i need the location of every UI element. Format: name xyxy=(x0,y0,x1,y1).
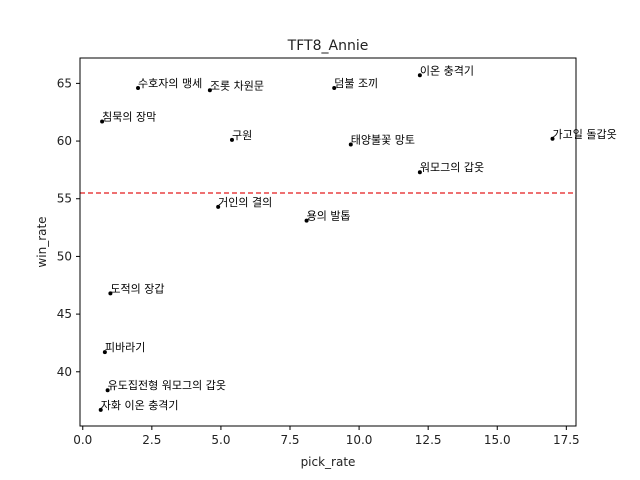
data-point xyxy=(417,73,422,78)
y-axis: 40 45 50 55 60 65 xyxy=(57,76,80,379)
data-point xyxy=(216,204,221,209)
y-tick-label: 60 xyxy=(57,134,72,148)
data-point-label: 구원 xyxy=(232,129,252,142)
data-point xyxy=(98,407,103,412)
data-point-label: 피바라기 xyxy=(105,341,145,354)
data-point-label: 덤불 조끼 xyxy=(334,77,378,90)
data-point xyxy=(550,136,555,141)
data-point xyxy=(229,137,234,142)
plot-frame xyxy=(79,57,577,427)
data-point xyxy=(417,170,422,175)
data-point-label: 조롯 차원문 xyxy=(210,79,264,92)
x-tick-label: 17.5 xyxy=(553,433,580,447)
data-point-label: 거인의 결의 xyxy=(218,196,272,209)
y-tick-label: 50 xyxy=(57,249,72,263)
y-tick-label: 45 xyxy=(57,307,72,321)
y-tick-label: 55 xyxy=(57,192,72,206)
x-tick-label: 12.5 xyxy=(415,433,442,447)
data-point-label: 유도집전형 워모그의 갑옷 xyxy=(108,379,226,392)
data-point xyxy=(332,85,337,90)
data-point xyxy=(348,142,353,147)
data-point xyxy=(136,85,141,90)
x-tick-label: 5.0 xyxy=(211,433,230,447)
data-point-label: 워모그의 갑옷 xyxy=(420,161,484,174)
y-tick-label: 40 xyxy=(57,365,72,379)
data-point xyxy=(304,218,309,223)
data-point-label: 수호자의 맹세 xyxy=(138,77,202,90)
x-axis: 0.0 2.5 5.0 7.5 10.0 12.5 15.0 17.5 xyxy=(73,426,580,447)
chart-title: TFT8_Annie xyxy=(287,38,369,54)
data-point-label: 태양불꽃 망토 xyxy=(351,134,415,147)
data-point-label: 침묵의 장막 xyxy=(102,110,156,123)
x-tick-label: 0.0 xyxy=(73,433,92,447)
x-tick-label: 10.0 xyxy=(346,433,373,447)
data-point-label: 이온 충격기 xyxy=(420,64,474,77)
data-point xyxy=(105,388,110,393)
data-point xyxy=(108,291,113,296)
x-tick-label: 7.5 xyxy=(280,433,299,447)
data-point xyxy=(207,88,212,93)
y-tick-label: 65 xyxy=(57,76,72,90)
data-point-label: 가고일 돌갑옷 xyxy=(553,127,617,141)
x-axis-label: pick_rate xyxy=(301,455,356,469)
x-tick-label: 2.5 xyxy=(142,433,161,447)
x-tick-label: 15.0 xyxy=(484,433,511,447)
data-point xyxy=(100,119,105,124)
y-axis-label: win_rate xyxy=(35,216,49,267)
data-point-label: 자화 이온 충격기 xyxy=(101,399,179,412)
data-point xyxy=(102,350,107,355)
data-point-label: 용의 발톱 xyxy=(307,210,351,223)
data-point-label: 도적의 장갑 xyxy=(110,282,164,295)
